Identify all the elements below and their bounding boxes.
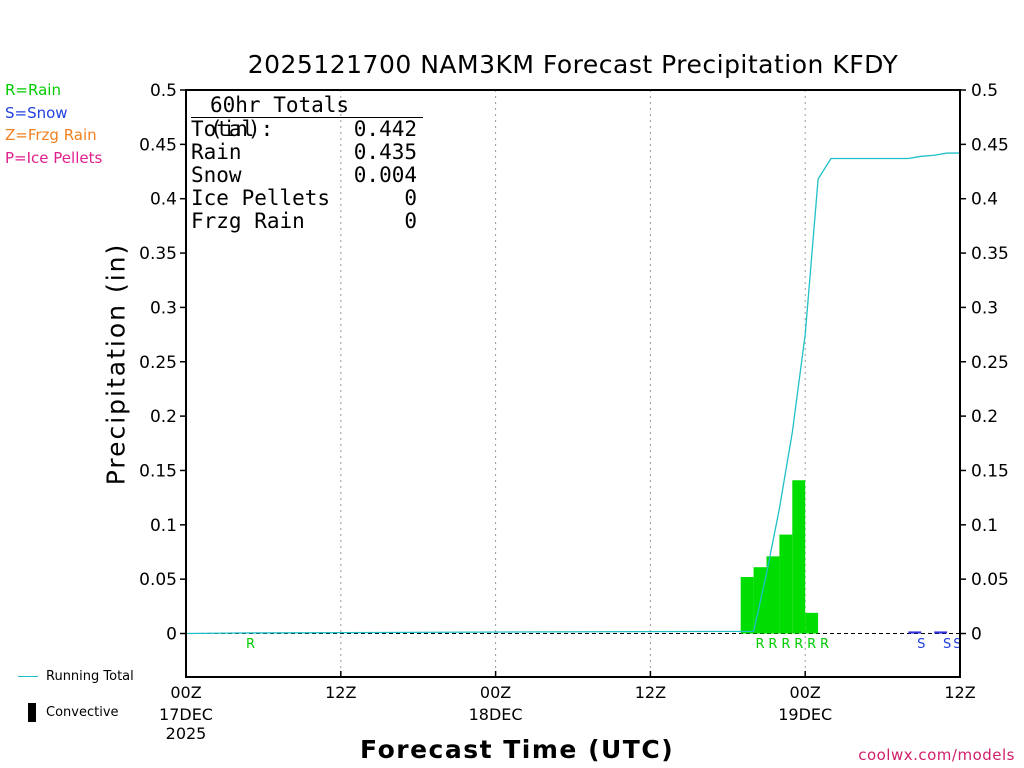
- x-tick-label: 12Z: [944, 683, 975, 702]
- credit-link[interactable]: coolwx.com/models: [858, 746, 1015, 764]
- ptype-legend-ice-pellets: P=Ice Pellets: [5, 149, 103, 167]
- y-tick-label-right: 0: [971, 625, 982, 645]
- x-tick-label: 12Z: [635, 683, 666, 702]
- totals-value: 0.004: [353, 163, 417, 187]
- precip-bar: [766, 556, 780, 634]
- ptype-marker-r: R: [781, 637, 790, 652]
- snow-bar: [908, 631, 922, 634]
- totals-row-rain: Rain 0.435: [191, 141, 423, 164]
- y-tick-label-right: 0.05: [971, 570, 1009, 590]
- totals-row-total: Total 0.442: [191, 118, 423, 141]
- y-tick-label-left: 0.5: [150, 81, 177, 101]
- ptype-marker-s: S: [953, 637, 961, 652]
- y-tick-label-right: 0.3: [971, 298, 998, 318]
- y-tick-label-right: 0.2: [971, 407, 998, 427]
- ptype-legend-freezing-rain: Z=Frzg Rain: [5, 126, 97, 144]
- totals-label: Total: [191, 117, 255, 141]
- totals-label: Ice Pellets: [191, 186, 331, 210]
- ptype-marker-r: R: [768, 637, 777, 652]
- y-tick-label-left: 0.25: [139, 353, 177, 373]
- plot-frame: [185, 89, 961, 678]
- y-tick-label-left: 0.3: [150, 298, 177, 318]
- totals-box: 60hr Totals (in): Total 0.442 Rain 0.435 S…: [191, 93, 423, 233]
- ptype-marker-s: S: [917, 637, 925, 652]
- key-convective: Convective: [18, 703, 119, 722]
- totals-value: 0.435: [353, 140, 417, 164]
- x-tick-label: 00Z: [790, 683, 821, 702]
- totals-value: 0: [404, 209, 417, 233]
- precip-bar: [779, 534, 793, 634]
- chart-title: 2025121700 NAM3KM Forecast Precipitation…: [247, 50, 899, 79]
- precip-bar: [792, 480, 806, 634]
- totals-heading: 60hr Totals (in):: [191, 93, 423, 141]
- convective-swatch: [28, 703, 36, 722]
- x-tick-label: 00Z: [480, 683, 511, 702]
- ptype-marker-s: S: [943, 637, 951, 652]
- totals-row-freezing-rain: Frzg Rain 0: [191, 210, 423, 233]
- y-tick-label-left: 0: [166, 625, 177, 645]
- y-tick-label-left: 0.4: [150, 190, 177, 210]
- ptype-legend-rain: R=Rain: [5, 81, 61, 99]
- y-tick-label-right: 0.4: [971, 190, 998, 210]
- y-tick-label-left: 0.05: [139, 570, 177, 590]
- totals-row-snow: Snow 0.004: [191, 164, 423, 187]
- convective-label: Convective: [46, 705, 119, 720]
- x-axis-title: Forecast Time (UTC): [360, 735, 675, 764]
- running-total-line: [185, 152, 960, 635]
- ptype-marker-r: R: [794, 637, 803, 652]
- y-tick-label-left: 0.15: [139, 461, 177, 481]
- y-tick-label-right: 0.25: [971, 353, 1009, 373]
- y-axis-title: Precipitation (in): [101, 242, 131, 486]
- y-tick-label-right: 0.35: [971, 244, 1009, 264]
- y-tick-label-left: 0.2: [150, 407, 177, 427]
- totals-row-ice-pellets: Ice Pellets 0: [191, 187, 423, 210]
- totals-value: 0.442: [353, 117, 417, 141]
- x-tick-date: 17DEC: [159, 705, 213, 724]
- totals-label: Snow: [191, 163, 242, 187]
- totals-value: 0: [404, 186, 417, 210]
- y-tick-label-right: 0.45: [971, 135, 1009, 155]
- x-tick-date: 18DEC: [469, 705, 523, 724]
- y-tick-label-right: 0.15: [971, 461, 1009, 481]
- precip-bar: [740, 576, 754, 634]
- y-tick-label-right: 0.5: [971, 81, 998, 101]
- y-tick-label-left: 0.1: [150, 516, 177, 536]
- x-tick-year: 2025: [166, 724, 207, 743]
- x-tick-label: 00Z: [170, 683, 201, 702]
- ptype-marker-r: R: [807, 637, 816, 652]
- y-tick-label-left: 0.35: [139, 244, 177, 264]
- snow-bar: [934, 631, 948, 634]
- running-total-label: Running Total: [46, 669, 134, 684]
- totals-label: Rain: [191, 140, 242, 164]
- running-total-swatch: [18, 676, 38, 677]
- ptype-marker-r: R: [820, 637, 829, 652]
- key-running-total: Running Total: [18, 669, 134, 684]
- ptype-legend-snow: S=Snow: [5, 104, 68, 122]
- precip-bar: [805, 612, 819, 634]
- y-tick-label-left: 0.45: [139, 135, 177, 155]
- ptype-marker-r: R: [756, 637, 765, 652]
- x-tick-date: 19DEC: [778, 705, 832, 724]
- y-tick-label-right: 0.1: [971, 516, 998, 536]
- x-tick-label: 12Z: [325, 683, 356, 702]
- ptype-marker-r: R: [246, 637, 255, 652]
- totals-label: Frzg Rain: [191, 209, 305, 233]
